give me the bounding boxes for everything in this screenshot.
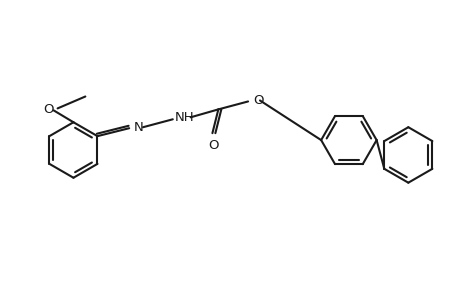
Text: N: N bbox=[134, 121, 144, 134]
Text: NH: NH bbox=[174, 111, 194, 124]
Text: O: O bbox=[43, 103, 54, 116]
Text: O: O bbox=[208, 139, 218, 152]
Text: O: O bbox=[252, 94, 263, 107]
